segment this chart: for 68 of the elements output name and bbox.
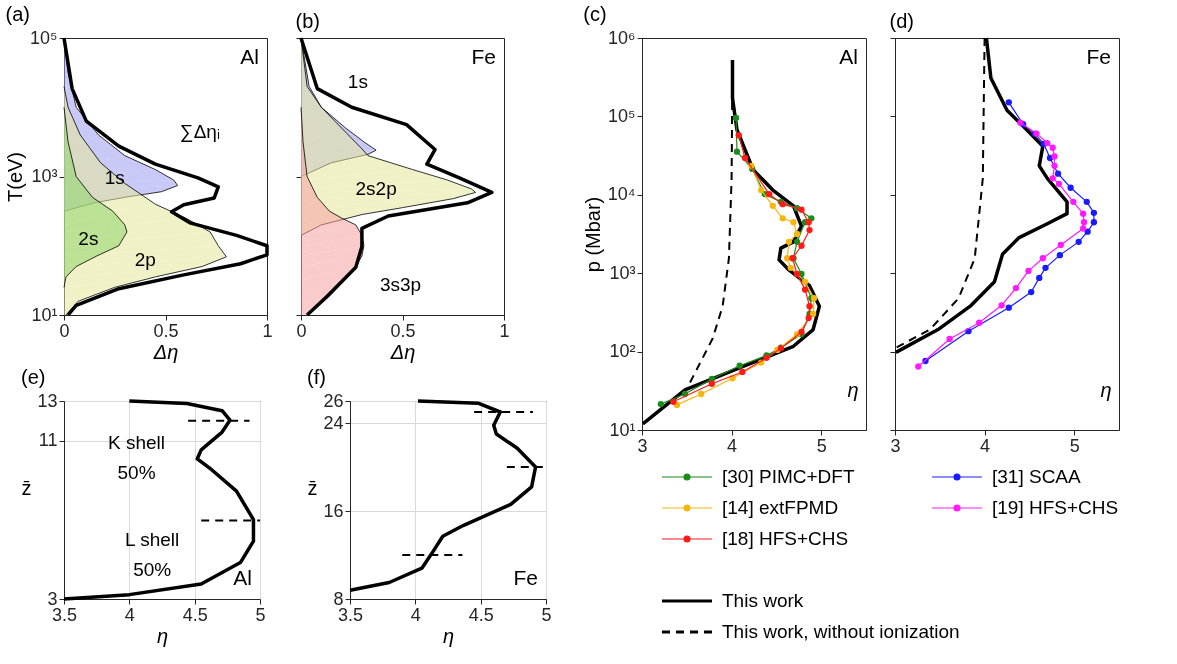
y-tick-label: 10¹ [31,304,58,325]
y-tick-label: 10³ [609,262,636,283]
y-tick-label: 13 [37,390,58,411]
chart-title: (a) [5,3,30,25]
annotation: Fe [471,45,496,68]
y-tick-label: 10¹ [609,419,636,440]
annotation: Fe [513,566,538,589]
y-tick-label: 16 [323,500,344,521]
x-tick-label: 5 [1069,435,1080,456]
x-tick-label: 0.5 [153,320,179,341]
legend-label: [19] HFS+CHS [992,497,1119,518]
legend-label: [18] HFS+CHS [722,528,849,549]
annotation: L shell 50% [125,528,180,580]
legend-label: [31] SCAA [992,466,1082,487]
y-tick-label: 24 [323,412,344,433]
x-tick-label: 0 [59,320,70,341]
annotation: 2p [134,249,156,271]
y-tick-label: 10⁵ [30,27,58,48]
x-tick-label: 0 [296,320,307,341]
chart-title: (d) [889,10,914,33]
annotation: 2s2p [355,177,397,199]
y-tick-label: 10² [609,341,636,362]
x-tick-label: 5 [255,604,266,625]
x-axis-title: η [1100,378,1112,401]
legend-label: This work, without ionization [722,621,960,642]
y-tick-label: 10⁶ [608,27,636,48]
x-tick-label: 1 [262,320,273,341]
annotation: 3s3p [379,273,422,295]
x-tick-label: 4.5 [182,604,208,625]
x-axis-title: η [442,624,455,647]
y-axis-title: T(eV) [4,152,27,202]
x-tick-label: 5 [816,435,827,456]
annotation: 1s [347,71,368,93]
annotation: 2s [78,227,99,249]
y-axis-title: p (Mbar) [581,196,604,273]
y-tick-label: 26 [323,390,344,411]
x-axis-title: Δη [152,340,179,363]
y-tick-label: 11 [38,430,58,451]
annotation: ∑Δηᵢ [180,121,220,144]
annotation: Fe [1086,45,1111,68]
x-tick-label: 4.5 [468,604,494,625]
legend-label: [30] PIMC+DFT [722,466,855,487]
x-axis-title: Δη [389,340,416,363]
legend-label: This work [722,590,804,611]
x-tick-label: 1 [499,320,510,341]
annotation: Al [233,566,252,589]
x-tick-label: 0.5 [390,320,416,341]
y-axis-title: z̄ [21,476,32,499]
chart-title: (c) [583,3,607,25]
y-axis-title: z̄ [307,476,318,499]
y-tick-label: 10⁵ [608,105,636,126]
x-tick-label: 4 [410,604,421,625]
annotation: Al [839,45,858,68]
legend-label: [14] extFPMD [722,497,839,518]
x-axis-title: η [847,378,859,401]
x-axis-title: η [156,624,169,647]
chart-title: (b) [295,10,320,33]
x-tick-label: 4 [980,435,991,456]
x-tick-label: 3 [890,435,901,456]
chart-title: (f) [307,366,326,388]
x-tick-label: 5 [541,604,552,625]
y-tick-label: 10³ [31,166,58,186]
y-tick-label: 10⁴ [607,184,636,205]
chart-title: (e) [21,366,46,388]
annotation: K shell 50% [108,431,166,483]
annotation: Al [240,45,259,68]
x-tick-label: 4 [124,604,135,625]
x-tick-label: 4 [727,435,738,456]
